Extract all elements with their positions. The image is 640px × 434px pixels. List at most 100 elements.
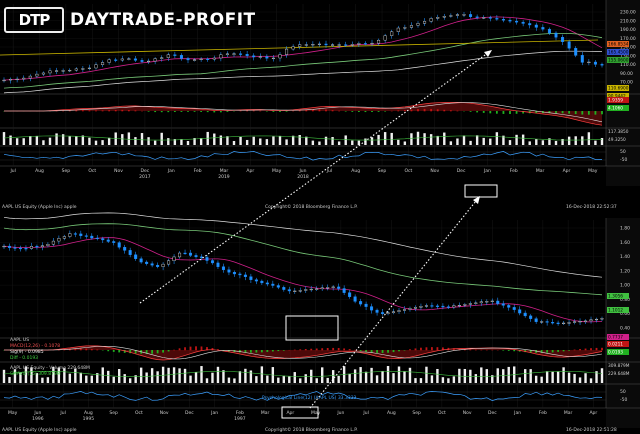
top-candle [239, 53, 243, 55]
top-volume-bar [68, 136, 71, 145]
bottom-x-tick: Oct [135, 410, 143, 416]
bottom-candle [35, 246, 39, 248]
bottom-x-tick: Mar [261, 410, 270, 416]
top-candle [186, 58, 190, 61]
top-macd-hist [489, 111, 492, 114]
bottom-volume-bar [403, 371, 406, 383]
top-x-tick: Jun [298, 168, 306, 174]
bottom-macd-hist [507, 350, 510, 351]
top-candle [449, 15, 453, 17]
top-candle [541, 27, 545, 30]
bottom-volume-bar [353, 369, 357, 383]
bottom-macd-hist [359, 350, 362, 351]
top-macd-tag-bg [607, 105, 629, 111]
top-macd-hist [187, 111, 189, 112]
top-x-tick: Oct [88, 168, 96, 174]
top-candle [107, 59, 111, 63]
top-macd-hist [364, 111, 367, 113]
top-volume-bar [15, 138, 19, 145]
bottom-candle [73, 233, 77, 235]
bottom-macd-hist [420, 347, 422, 351]
bottom-volume-bar [293, 372, 296, 383]
top-macd-hist [167, 111, 170, 113]
top-volume-bar [594, 140, 597, 145]
top-macd-hist [325, 109, 327, 112]
bottom-x-tick: Jan [210, 410, 218, 416]
bottom-volume-bar [381, 371, 384, 383]
bottom-candle [523, 312, 527, 317]
bottom-volume-bar [331, 370, 335, 383]
bottom-x-tick: Jan [513, 410, 521, 416]
macd-legend-title: AAPL US [10, 338, 30, 343]
top-volume-bar [167, 138, 170, 145]
top-macd-hist [449, 110, 452, 112]
bottom-macd-tag-bg [607, 349, 629, 355]
top-candle [363, 43, 367, 45]
bottom-price-tag-bg [607, 334, 629, 340]
top-macd-hist [272, 111, 275, 112]
top-candle [166, 54, 170, 58]
top-x-tick: May [588, 168, 598, 174]
bottom-macd-hist [156, 350, 159, 354]
top-x-tick: Jan [483, 168, 491, 174]
top-candle [436, 17, 440, 19]
bottom-macd-hist [474, 349, 477, 351]
top-candle [219, 54, 223, 59]
top-ma-short [3, 16, 603, 81]
top-price-tag-bg [607, 85, 629, 91]
top-volume-bar [489, 138, 492, 145]
bottom-year-label: 1996 [32, 416, 44, 422]
top-volume-bar [285, 139, 288, 145]
top-x-tick: Feb [194, 168, 202, 174]
top-macd-hist [285, 111, 288, 112]
top-macd-hist [436, 109, 439, 112]
bottom-x-tick: Aug [387, 410, 396, 416]
top-candle [515, 20, 519, 23]
top-macd-hist [581, 111, 584, 115]
top-volume-bar [462, 135, 466, 145]
top-x-tick: Aug [35, 168, 44, 174]
top-candle [114, 59, 118, 61]
top-macd-tag: 4.1060 [608, 106, 623, 112]
top-macd-hist [482, 111, 485, 113]
top-volume-bar [245, 139, 249, 145]
bottom-volume-bar [529, 369, 532, 383]
top-macd-hist [81, 110, 84, 112]
top-macd-hist [127, 110, 130, 112]
top-ma-long [3, 33, 603, 89]
top-footer-right: 16-Dec-2018 22:52:37 [566, 205, 617, 210]
bottom-macd-hist [74, 348, 77, 351]
bottom-volume-bar [249, 370, 253, 383]
bottom-volume-bar [556, 371, 560, 383]
bottom-volume-bar [255, 376, 258, 383]
top-candle [350, 44, 354, 46]
bottom-volume-bar [19, 372, 22, 383]
bottom-x-tick: Jul [59, 410, 65, 416]
bottom-volume-bar [584, 373, 587, 383]
bottom-macd-hist [112, 350, 115, 352]
bottom-volume-bar [463, 368, 467, 383]
top-candle [442, 16, 446, 18]
bottom-candle [381, 312, 385, 314]
bottom-candle [441, 305, 445, 308]
top-candle [482, 17, 486, 19]
bottom-price-tick: 1.40 [620, 254, 630, 260]
bottom-price-tag: 0.7737 [608, 335, 623, 341]
macd-legend: MACD(12,26) - 0.1078 [10, 344, 61, 349]
top-volume-bar [587, 132, 591, 145]
top-macd-hist [476, 111, 479, 113]
top-macd-hist [134, 110, 137, 112]
bottom-volume-bar [480, 367, 483, 383]
top-ma-longest [3, 50, 602, 94]
bottom-candle [392, 311, 396, 313]
bottom-price-tick: 0.40 [620, 326, 630, 332]
bottom-candle [573, 321, 577, 323]
bottom-macd-hist [310, 348, 313, 351]
top-candle [291, 46, 295, 50]
bottom-ma-short [3, 237, 603, 323]
bottom-candle [167, 260, 171, 265]
top-macd-hist [561, 111, 564, 114]
bottom-macd-hist [90, 348, 93, 351]
top-candle [252, 55, 256, 58]
bottom-volume-bar [63, 368, 66, 383]
